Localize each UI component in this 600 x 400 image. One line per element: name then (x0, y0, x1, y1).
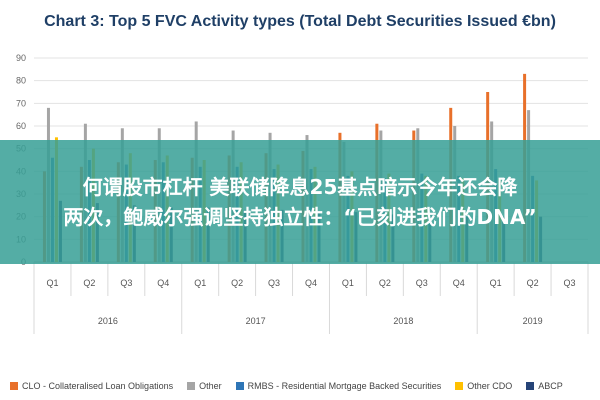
y-tick-label: 90 (16, 53, 26, 63)
legend-swatch (455, 382, 464, 390)
legend-label: Other (199, 381, 222, 391)
legend-label: ABCP (538, 381, 563, 391)
x-tick-label: Q4 (305, 278, 317, 288)
x-tick-label: Q1 (46, 278, 58, 288)
y-tick-label: 80 (16, 76, 26, 86)
legend: CLO - Collateralised Loan Obligations Oth… (10, 376, 600, 396)
year-group-label: 2017 (246, 316, 266, 326)
legend-swatch (526, 382, 535, 390)
x-tick-label: Q2 (527, 278, 539, 288)
headline-line-1[interactable]: 何谓股市杠杆 美联储降息25基点暗示今年还会降 (82, 175, 518, 199)
legend-label: CLO - Collateralised Loan Obligations (22, 381, 174, 391)
x-tick-label: Q1 (490, 278, 502, 288)
legend-swatch (235, 382, 244, 390)
x-tick-label: Q1 (194, 278, 206, 288)
legend-swatch (10, 382, 18, 390)
legend-item: Other (187, 381, 222, 391)
legend-swatch (187, 382, 196, 390)
legend-item: Other CDO (455, 381, 512, 391)
x-tick-label: Q1 (342, 278, 354, 288)
legend-item: RMBS - Residential Mortgage Backed Secur… (235, 381, 442, 391)
x-tick-label: Q4 (453, 278, 465, 288)
y-tick-label: 60 (16, 121, 26, 131)
year-group-label: 2016 (98, 316, 118, 326)
legend-item: CLO - Collateralised Loan Obligations (10, 381, 173, 391)
year-group-label: 2018 (393, 316, 413, 326)
news-headline-banner[interactable]: 何谓股市杠杆 美联储降息25基点暗示今年还会降 两次，鲍威尔强调坚持独立性：“已… (0, 140, 600, 264)
legend-label: Other CDO (467, 381, 513, 391)
x-tick-label: Q3 (268, 278, 280, 288)
chart-title: Chart 3: Top 5 FVC Activity types (Total… (44, 13, 556, 30)
x-tick-label: Q3 (564, 278, 576, 288)
legend-label: RMBS - Residential Mortgage Backed Secur… (247, 381, 442, 391)
x-tick-label: Q2 (83, 278, 95, 288)
x-tick-label: Q2 (379, 278, 391, 288)
y-tick-label: 70 (16, 98, 26, 108)
x-tick-label: Q3 (416, 278, 428, 288)
x-tick-label: Q2 (231, 278, 243, 288)
year-group-labels: 2016 2017 2018 2019 (33, 296, 589, 334)
x-axis-ticks: Q1 Q2 Q3 Q4 Q1 Q2 Q3 Q4 Q1 Q2 Q3 Q4 Q1 Q2 Q3 (33, 262, 589, 296)
headline-line-2[interactable]: 两次，鲍威尔强调坚持独立性：“已刻进我们的DNA” (63, 205, 537, 229)
legend-item: ABCP (526, 381, 563, 391)
x-tick-label: Q4 (157, 278, 169, 288)
x-tick-label: Q3 (120, 278, 132, 288)
year-group-label: 2019 (523, 316, 543, 326)
